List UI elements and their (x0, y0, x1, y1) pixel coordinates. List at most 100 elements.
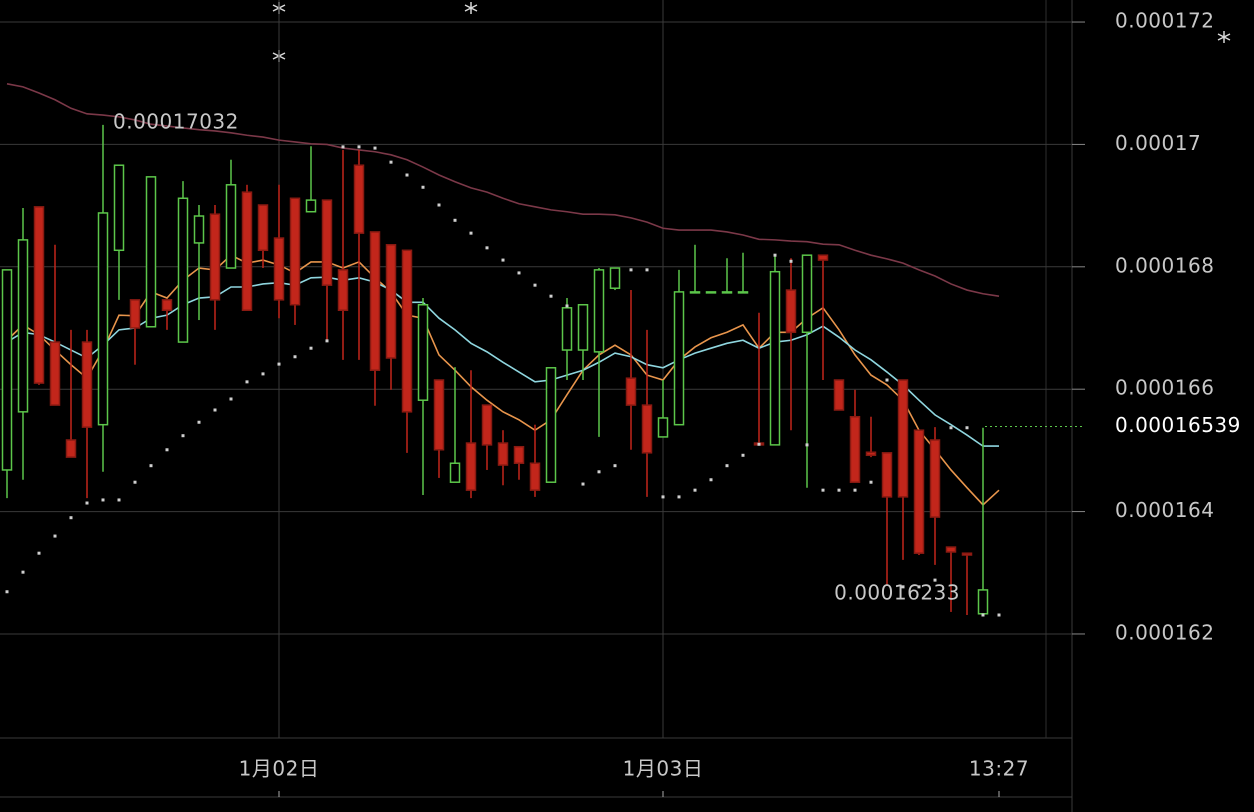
candle-body (385, 244, 397, 359)
candle-body (513, 445, 525, 464)
candle-body (129, 299, 141, 329)
y-tick-label: 0.000172 (1115, 9, 1214, 33)
sar-dot (805, 443, 809, 447)
candle-body (257, 204, 269, 252)
sar-dot (677, 495, 681, 499)
marker (1217, 31, 1231, 43)
candle-body (273, 237, 285, 301)
sar-dot (341, 145, 345, 149)
candle-body (17, 239, 29, 413)
candle-body (65, 439, 77, 458)
sar-dot (949, 426, 953, 430)
sar-dot (133, 480, 137, 484)
sar-dot (773, 253, 777, 257)
sar-dot (821, 488, 825, 492)
sar-dot (245, 380, 249, 384)
sar-dot (629, 268, 633, 272)
candle-body (961, 552, 973, 556)
candle-body (97, 212, 109, 426)
sar-dot (901, 585, 905, 589)
candle-body (945, 546, 957, 553)
candle-body (737, 291, 749, 294)
sar-dot (613, 464, 617, 468)
candle-body (817, 254, 829, 261)
candle-body (881, 452, 893, 498)
y-tick-label: 0.000162 (1115, 620, 1214, 644)
sar-dot (85, 501, 89, 505)
sar-dot (485, 246, 489, 250)
candle-body (625, 377, 637, 406)
sar-dot (789, 259, 793, 263)
candle-body (849, 415, 861, 483)
sar-dot (101, 498, 105, 502)
sar-dot (549, 294, 553, 298)
candle-body (481, 404, 493, 446)
marker (464, 2, 478, 14)
candle-body (689, 291, 701, 294)
sar-dot (885, 378, 889, 382)
x-tick-label: 1月03日 (623, 757, 704, 781)
candle-body (977, 589, 989, 615)
candle-body (33, 206, 45, 384)
sar-dot (501, 258, 505, 262)
sar-dot (53, 534, 57, 538)
candle-body (49, 341, 61, 406)
candle-body (145, 176, 157, 328)
candle-body (193, 215, 205, 244)
candle-body (337, 269, 349, 312)
sar-dot (229, 397, 233, 401)
sar-dot (853, 488, 857, 492)
candle-body (721, 291, 733, 294)
sar-dot (869, 480, 873, 484)
candle-body (449, 462, 461, 483)
candle-body (241, 191, 253, 312)
low-annotation: 0.00016233 (834, 580, 960, 604)
sar-dot (37, 551, 41, 555)
y-tick-label: 0.000166 (1115, 376, 1214, 400)
candle-body (545, 367, 557, 483)
sar-dot (325, 339, 329, 343)
sar-dot (597, 470, 601, 474)
sar-dot (741, 453, 745, 457)
candle-body (401, 249, 413, 413)
candle-body (561, 307, 573, 351)
sar-dot (981, 613, 985, 617)
candle-body (769, 270, 781, 446)
candle-body (785, 289, 797, 334)
x-tick-label: 13:27 (969, 757, 1029, 781)
sar-dot (165, 448, 169, 452)
y-tick-label: 0.00017 (1115, 131, 1201, 155)
candle-body (929, 439, 941, 518)
sar-dot (389, 160, 393, 164)
x-tick-label: 1月02日 (239, 757, 320, 781)
y-tick-label: 0.000164 (1115, 498, 1214, 522)
candle-body (593, 269, 605, 353)
sar-dot (565, 304, 569, 308)
candle-body (833, 379, 845, 411)
sar-dot (917, 585, 921, 589)
candle-body (417, 303, 429, 401)
candle-body (897, 379, 909, 498)
sar-dot (469, 231, 473, 235)
ma-line (6, 83, 1000, 297)
candle-body (801, 254, 813, 334)
sar-dot (517, 271, 521, 275)
sar-dot (213, 408, 217, 412)
sar-dot (709, 478, 713, 482)
sar-dot (277, 362, 281, 366)
sar-dot (933, 578, 937, 582)
candle-body (305, 199, 317, 213)
sar-dot (309, 346, 313, 350)
sar-dot (117, 498, 121, 502)
sar-dot (645, 268, 649, 272)
candle-body (465, 442, 477, 491)
candle-body (609, 267, 621, 289)
candle-body (369, 231, 381, 371)
sar-dot (5, 590, 9, 594)
candle-body (657, 417, 669, 438)
sar-dot (261, 372, 265, 376)
sar-dot (293, 355, 297, 359)
sar-dot (357, 145, 361, 149)
sar-dot (405, 173, 409, 177)
